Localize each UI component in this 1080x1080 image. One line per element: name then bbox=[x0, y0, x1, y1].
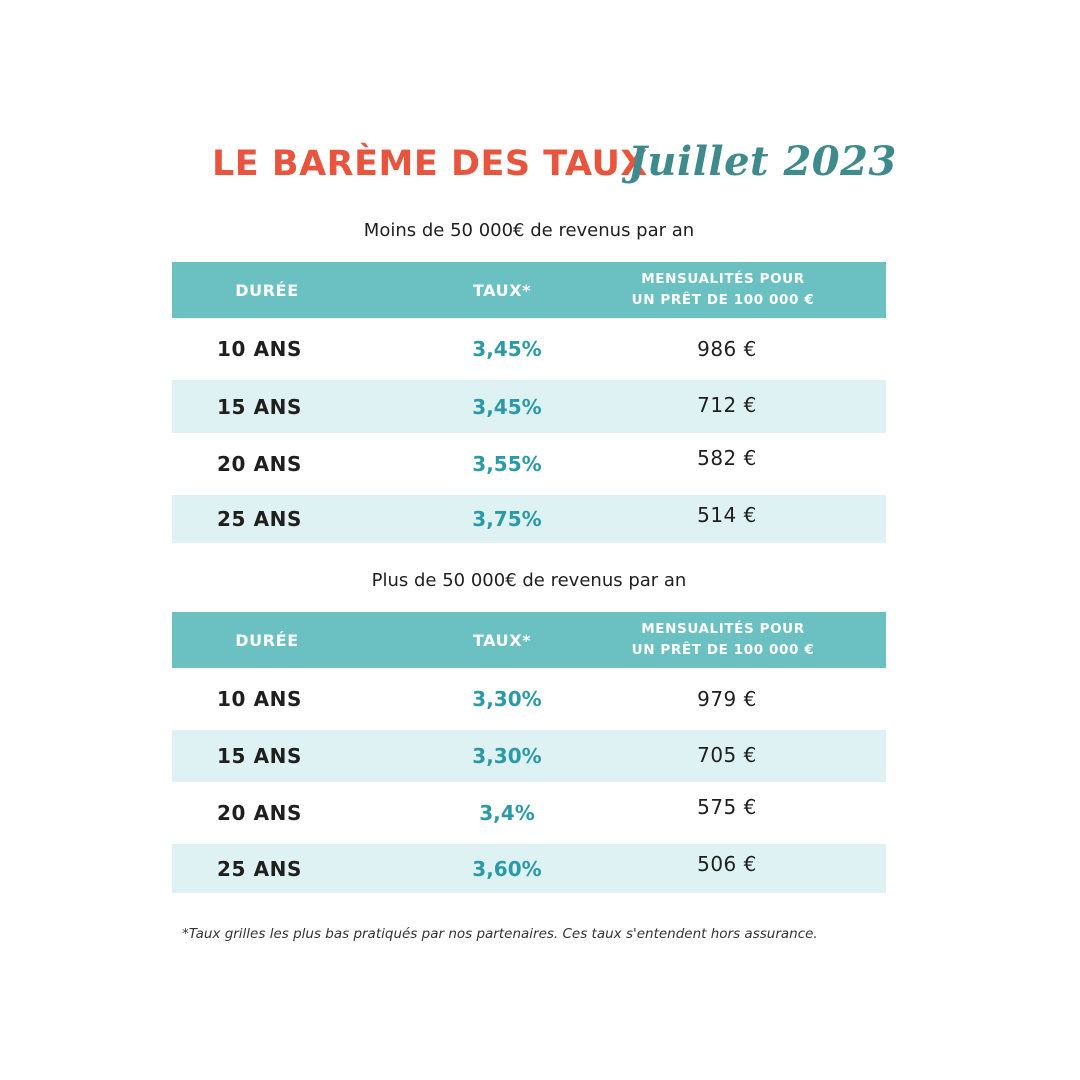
cell-taux: 3,75% bbox=[472, 507, 542, 531]
cell-duree: 20 ANS bbox=[217, 801, 303, 825]
table-row: 10 ANS 3,30% 979 € bbox=[172, 668, 886, 730]
table-header: DURÉE TAUX* MENSUALITÉS POUR UN PRÊT DE … bbox=[172, 262, 886, 318]
cell-mensualite: 979 € bbox=[697, 687, 757, 711]
cell-taux: 3,45% bbox=[472, 394, 542, 419]
rate-table-high-income: DURÉE TAUX* MENSUALITÉS POUR UN PRÊT DE … bbox=[172, 612, 886, 893]
header-mensualites: MENSUALITÉS POUR UN PRÊT DE 100 000 € bbox=[592, 612, 854, 668]
cell-duree: 10 ANS bbox=[217, 687, 303, 711]
table-row: 15 ANS 3,45% 712 € bbox=[172, 380, 886, 433]
table-row: 20 ANS 3,55% 582 € bbox=[172, 433, 886, 495]
header-taux: TAUX* bbox=[472, 280, 532, 300]
title-main: LE BARÈME DES TAUX bbox=[212, 144, 648, 184]
rate-table-low-income: DURÉE TAUX* MENSUALITÉS POUR UN PRÊT DE … bbox=[172, 262, 886, 543]
table-row: 10 ANS 3,45% 986 € bbox=[172, 318, 886, 380]
header-taux: TAUX* bbox=[472, 630, 532, 650]
page-title: LE BARÈME DES TAUX Juillet 2023 bbox=[0, 138, 1080, 202]
header-mensualites-line2: UN PRÊT DE 100 000 € bbox=[631, 642, 815, 658]
cell-taux: 3,60% bbox=[472, 856, 542, 881]
cell-duree: 25 ANS bbox=[217, 507, 303, 531]
cell-duree: 15 ANS bbox=[217, 394, 303, 419]
cell-duree: 15 ANS bbox=[217, 744, 303, 768]
table-1-caption: Moins de 50 000€ de revenus par an bbox=[363, 220, 695, 241]
header-duree: DURÉE bbox=[235, 280, 299, 300]
cell-mensualite: 582 € bbox=[697, 446, 757, 470]
cell-taux: 3,30% bbox=[472, 687, 542, 711]
cell-mensualite: 575 € bbox=[697, 795, 757, 819]
cell-taux: 3,30% bbox=[472, 744, 542, 768]
footnote: *Taux grilles les plus bas pratiqués par… bbox=[182, 926, 818, 942]
table-row: 25 ANS 3,75% 514 € bbox=[172, 495, 886, 543]
cell-taux: 3,55% bbox=[472, 452, 542, 476]
header-duree: DURÉE bbox=[235, 630, 299, 650]
header-mensualites-line1: MENSUALITÉS POUR bbox=[641, 271, 805, 287]
cell-mensualite: 712 € bbox=[697, 393, 757, 417]
cell-mensualite: 506 € bbox=[697, 852, 757, 876]
cell-mensualite: 705 € bbox=[697, 743, 757, 767]
table-row: 20 ANS 3,4% 575 € bbox=[172, 782, 886, 844]
header-mensualites-line1: MENSUALITÉS POUR bbox=[641, 621, 805, 637]
table-header: DURÉE TAUX* MENSUALITÉS POUR UN PRÊT DE … bbox=[172, 612, 886, 668]
cell-mensualite: 986 € bbox=[697, 337, 757, 361]
header-mensualites: MENSUALITÉS POUR UN PRÊT DE 100 000 € bbox=[592, 262, 854, 318]
cell-taux: 3,45% bbox=[472, 337, 542, 361]
cell-duree: 25 ANS bbox=[217, 856, 303, 881]
cell-taux: 3,4% bbox=[479, 801, 535, 825]
cell-mensualite: 514 € bbox=[697, 503, 757, 527]
table-row: 15 ANS 3,30% 705 € bbox=[172, 730, 886, 782]
cell-duree: 10 ANS bbox=[217, 337, 303, 361]
table-2-caption: Plus de 50 000€ de revenus par an bbox=[371, 570, 687, 591]
title-date: Juillet 2023 bbox=[628, 138, 897, 185]
table-row: 25 ANS 3,60% 506 € bbox=[172, 844, 886, 893]
cell-duree: 20 ANS bbox=[217, 452, 303, 476]
header-mensualites-line2: UN PRÊT DE 100 000 € bbox=[631, 292, 815, 308]
